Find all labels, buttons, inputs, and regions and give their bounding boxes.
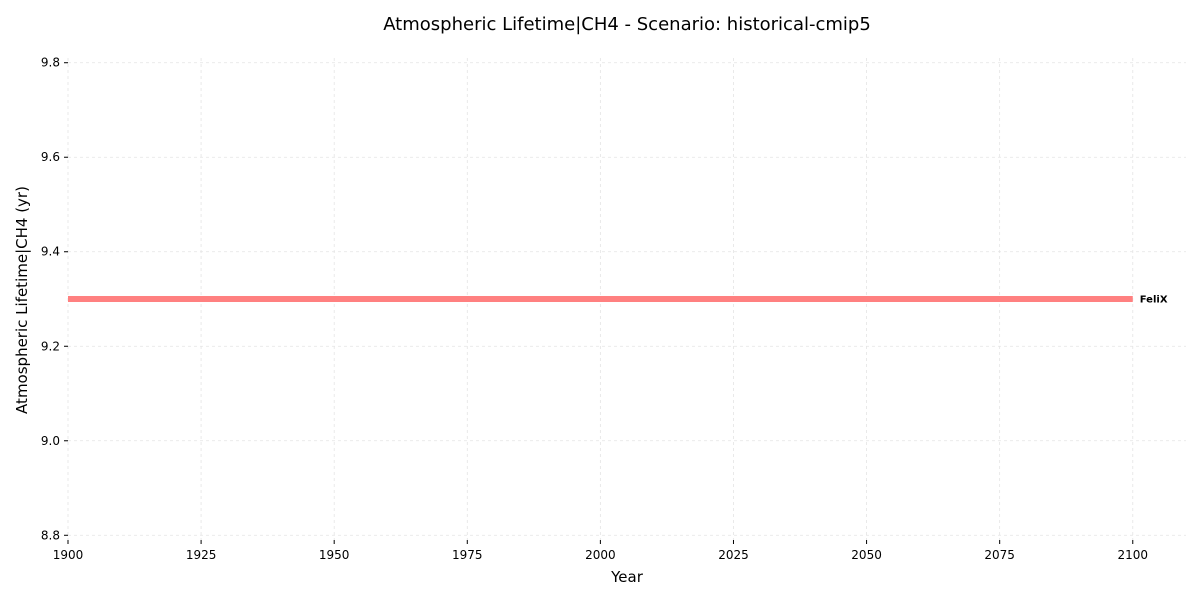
y-tick-label: 9.6	[41, 150, 60, 164]
series-label: FeliX	[1140, 295, 1168, 306]
y-tick-label: 8.8	[41, 528, 60, 542]
x-axis: 1900 1925 1950 1975 2000 2025 2050 2075 2100	[53, 540, 1148, 562]
chart-title: Atmospheric Lifetime|CH4 - Scenario: his…	[383, 14, 871, 35]
series-group: FeliX	[68, 295, 1168, 306]
x-tick-label: 2025	[718, 548, 749, 562]
y-tick-label: 9.8	[41, 56, 60, 70]
x-tick-label: 1975	[452, 548, 483, 562]
x-tick-label: 2000	[585, 548, 616, 562]
x-tick-label: 1950	[319, 548, 350, 562]
x-tick-label: 2050	[851, 548, 882, 562]
x-tick-label: 1900	[53, 548, 84, 562]
y-axis: 8.8 9.0 9.2 9.4 9.6 9.8	[41, 56, 68, 542]
x-tick-label: 2075	[984, 548, 1015, 562]
y-tick-label: 9.0	[41, 434, 60, 448]
x-tick-label: 1925	[186, 548, 217, 562]
x-axis-label: Year	[610, 568, 644, 586]
y-tick-label: 9.2	[41, 339, 60, 353]
y-tick-label: 9.4	[41, 245, 60, 259]
y-axis-label: Atmospheric Lifetime|CH4 (yr)	[13, 186, 31, 414]
x-tick-label: 2100	[1117, 548, 1148, 562]
